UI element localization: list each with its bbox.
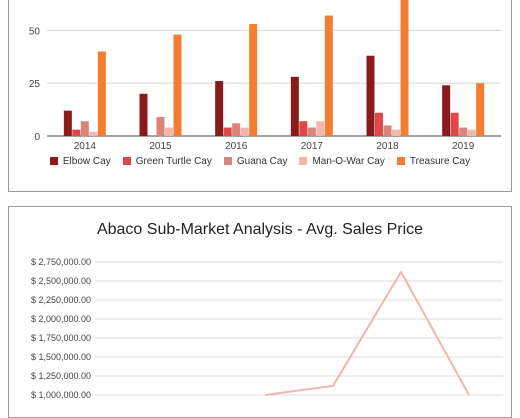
bar <box>459 127 468 136</box>
legend-item: Elbow Cay <box>49 155 111 167</box>
line-chart: $ 1,000,000.00 $ 1,250,000.00 $ 1,500,000.… <box>31 257 503 400</box>
chart-title: Abaco Sub-Market Analysis - Avg. Sales P… <box>96 221 424 238</box>
bar <box>63 110 72 136</box>
y-tick-label: $ 2,250,000.00 <box>31 295 91 305</box>
legend-swatch <box>299 157 308 165</box>
y-tick-label: $ 1,750,000.00 <box>31 333 91 343</box>
x-tick-label: 2019 <box>452 141 475 152</box>
series-line <box>264 270 470 396</box>
y-tick-label: $ 1,000,000.00 <box>31 390 91 400</box>
bar-chart: 0 25 50 2014 2015 2016 2017 2018 2019 <box>29 0 501 152</box>
bar <box>290 76 299 136</box>
x-tick-label: 2016 <box>225 141 248 152</box>
y-tick-label: 0 <box>34 132 40 143</box>
y-tick-label: 50 <box>29 26 41 37</box>
bar <box>89 131 98 136</box>
legend-label: Treasure Cay <box>409 155 471 167</box>
legend-swatch <box>49 157 58 165</box>
x-tick-label: 2018 <box>376 141 399 152</box>
bar <box>375 112 383 136</box>
bar <box>400 0 409 137</box>
legend-item: Guana Cay <box>223 155 288 167</box>
bar <box>392 129 400 136</box>
bar <box>324 15 333 137</box>
y-tick-label: 25 <box>29 79 41 90</box>
bar <box>97 51 106 136</box>
chart-legend: Elbow Cay Green Turtle Cay Guana Cay Man-O-… <box>9 153 511 169</box>
legend-swatch <box>122 157 131 165</box>
x-tick-label: 2017 <box>301 141 324 152</box>
y-tick-label: $ 2,750,000.00 <box>31 257 91 267</box>
bar <box>156 116 165 136</box>
line-chart-panel: Abaco Sub-Market Analysis - Avg. Sales P… <box>8 206 512 418</box>
bar-chart-panel: 0 25 50 2014 2015 2016 2017 2018 2019 Elbow Cay G… <box>8 0 512 192</box>
bar <box>215 81 224 136</box>
legend-swatch <box>396 157 405 165</box>
bar <box>467 129 476 136</box>
legend-label: Man-O-War Cay <box>312 155 385 167</box>
bar <box>383 125 392 136</box>
bar <box>173 34 182 137</box>
legend-label: Elbow Cay <box>62 155 111 167</box>
legend-label: Green Turtle Cay <box>135 155 212 167</box>
bar <box>450 112 459 136</box>
bar <box>165 127 173 136</box>
y-tick-label: $ 2,500,000.00 <box>31 276 91 286</box>
legend-item: Treasure Cay <box>396 155 471 167</box>
y-tick-label: $ 1,500,000.00 <box>31 352 91 362</box>
bar <box>442 85 451 136</box>
bar <box>299 121 308 136</box>
bar <box>232 123 241 136</box>
bar <box>80 121 89 136</box>
bar <box>249 24 258 136</box>
bar <box>72 129 81 136</box>
y-tick-label: $ 1,250,000.00 <box>31 371 91 381</box>
bar <box>476 83 485 136</box>
bar <box>307 127 316 136</box>
bar <box>240 127 249 136</box>
legend-item: Green Turtle Cay <box>122 155 212 167</box>
y-tick-label: $ 2,000,000.00 <box>31 314 91 324</box>
bar <box>366 55 375 136</box>
legend-swatch <box>223 157 232 165</box>
bar <box>316 121 325 136</box>
bar <box>223 127 232 136</box>
x-tick-label: 2014 <box>74 141 97 152</box>
legend-item: Man-O-War Cay <box>299 155 385 167</box>
legend-label: Guana Cay <box>236 155 288 167</box>
bar <box>139 93 148 136</box>
x-tick-label: 2015 <box>149 141 172 152</box>
